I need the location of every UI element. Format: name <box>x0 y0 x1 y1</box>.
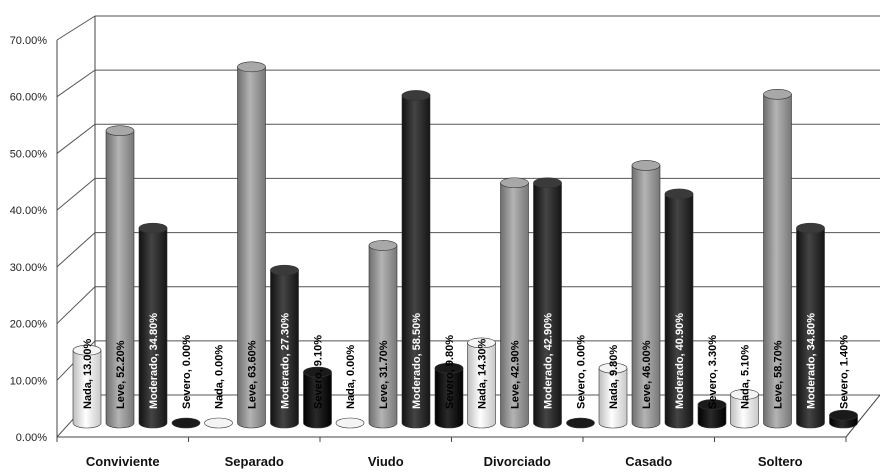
bar <box>72 344 102 429</box>
gridline-depth <box>56 69 96 98</box>
bar <box>335 417 365 429</box>
x-tick-label: Casado <box>625 454 672 469</box>
y-tick-label: 70.00% <box>10 35 48 47</box>
data-label: Nada, 0.00% <box>214 345 226 409</box>
floor-edge <box>845 394 880 438</box>
x-tick-label: Viudo <box>368 454 404 469</box>
bar <box>303 366 332 429</box>
x-tick-label: Separado <box>225 454 284 469</box>
bars <box>72 61 858 429</box>
gridline-depth <box>56 123 96 154</box>
bar <box>237 61 266 429</box>
gridline-depth <box>56 15 96 41</box>
data-label: Moderado, 34.80% <box>806 313 818 409</box>
bar <box>500 177 529 429</box>
data-labels: Nada, 13.00% Leve, 52.20% Moderado, 34.80%… <box>82 313 851 409</box>
bar <box>566 417 595 429</box>
gridline-depth <box>56 232 96 268</box>
data-label: Nada, 14.30% <box>477 338 489 409</box>
bar <box>730 389 759 429</box>
bar <box>598 362 628 429</box>
gridline-depth <box>56 178 96 211</box>
y-axis: 0.00% 10.00% 20.00% 30.00% 40.00% 50.00% 60.00… <box>10 16 880 444</box>
bar <box>105 125 135 429</box>
data-label: Nada, 13.00% <box>82 338 94 409</box>
bar <box>697 399 727 429</box>
data-label: Severo, 0.00% <box>181 335 193 409</box>
data-label: Moderado, 40.90% <box>674 313 686 409</box>
data-label: Severo, 1.40% <box>839 335 851 409</box>
bar <box>138 222 168 429</box>
data-label: Leve, 46.00% <box>641 340 653 409</box>
bar <box>368 240 398 429</box>
data-label: Moderado, 58.50% <box>411 313 423 409</box>
bar <box>434 362 464 429</box>
data-label: Nada, 0.00% <box>345 345 357 409</box>
data-label: Leve, 63.60% <box>247 340 259 409</box>
bar <box>467 337 496 429</box>
bar <box>796 222 825 429</box>
data-label: Leve, 42.90% <box>510 340 522 409</box>
bar <box>763 88 792 429</box>
bar <box>533 177 562 429</box>
bar <box>171 417 201 429</box>
bar <box>829 409 858 429</box>
x-tick-label: Soltero <box>758 454 803 469</box>
x-tick-label: Divorciado <box>484 454 551 469</box>
y-tick-label: 40.00% <box>10 205 48 217</box>
bar <box>270 264 299 429</box>
x-axis-labels: Conviviente Separado Viudo Divorciado Casado… <box>86 454 803 469</box>
y-tick-label: 60.00% <box>10 92 48 104</box>
data-label: Moderado, 42.90% <box>543 313 555 409</box>
data-label: Nada, 9.80% <box>608 345 620 409</box>
y-tick-label: 20.00% <box>10 319 48 331</box>
y-tick-label: 30.00% <box>10 262 48 274</box>
grid-lines <box>56 15 880 438</box>
data-label: Leve, 58.70% <box>773 340 785 409</box>
data-label: Severo, 0.00% <box>576 335 588 409</box>
data-label: Severo, 9.10% <box>313 335 325 409</box>
gridline-depth <box>56 286 96 324</box>
y-tick-label: 0.00% <box>16 432 47 444</box>
data-label: Leve, 52.20% <box>115 340 127 409</box>
data-label: Leve, 31.70% <box>378 340 390 409</box>
y-tick-label: 50.00% <box>10 148 48 160</box>
bar <box>204 417 233 429</box>
bar <box>401 90 431 429</box>
data-label: Moderado, 27.30% <box>280 313 292 409</box>
data-label: Severo, 9.80% <box>444 335 456 409</box>
data-label: Nada, 5.10% <box>740 345 752 409</box>
data-label: Severo, 3.30% <box>707 335 719 409</box>
y-tick-label: 10.00% <box>10 375 48 387</box>
bar <box>664 188 694 429</box>
bar <box>631 160 661 429</box>
x-tick-label: Conviviente <box>86 454 160 469</box>
data-label: Moderado, 34.80% <box>148 313 160 409</box>
